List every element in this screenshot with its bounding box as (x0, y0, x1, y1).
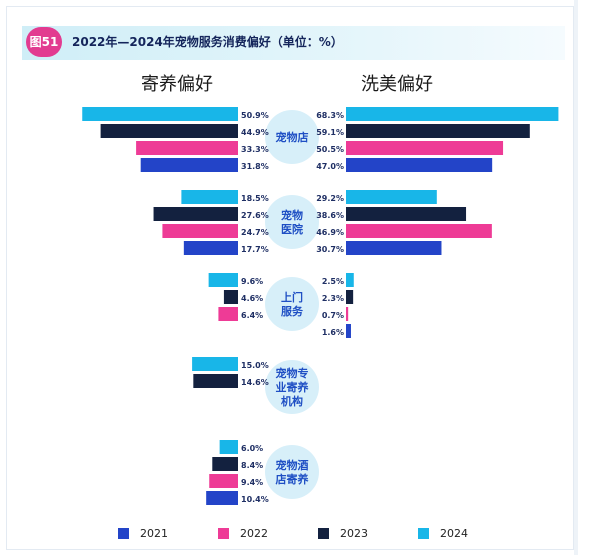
bar-right-2023 (346, 290, 354, 304)
value-label: 68.3% (316, 111, 344, 120)
value-label: 47.0% (316, 162, 344, 171)
value-label: 18.5% (241, 194, 269, 203)
value-label: 10.4% (241, 495, 269, 504)
category-circle (265, 360, 319, 414)
chart-legend: 2021 2022 2023 2024 (0, 520, 600, 548)
value-label: 59.1% (316, 128, 344, 137)
legend-swatch (218, 528, 229, 539)
category-label: 医院 (281, 222, 303, 236)
value-label: 6.4% (241, 311, 263, 320)
value-label: 29.2% (316, 194, 344, 203)
bar-left-2024 (82, 107, 238, 121)
figure-number-badge: 图51 (26, 27, 62, 57)
bar-right-2022 (346, 224, 492, 238)
value-label: 0.7% (322, 311, 344, 320)
category-circle (265, 445, 319, 499)
bar-left-2021 (206, 491, 238, 505)
value-label: 2.3% (322, 294, 344, 303)
bar-left-2023 (223, 290, 238, 304)
value-label: 50.5% (316, 145, 344, 154)
bar-right-2023 (346, 207, 467, 221)
bar-left-2023 (153, 207, 238, 221)
category-label: 业寄养 (276, 380, 310, 394)
bar-right-2022 (346, 307, 349, 321)
value-label: 38.6% (316, 211, 344, 220)
bar-left-2023 (100, 124, 238, 138)
category-label: 宠物酒 (276, 458, 309, 472)
value-label: 31.8% (241, 162, 269, 171)
bar-right-2024 (346, 273, 354, 287)
bar-right-2023 (346, 124, 530, 138)
legend-label: 2022 (240, 527, 268, 540)
category-label: 机构 (281, 394, 303, 408)
category-label: 宠物 (281, 208, 303, 222)
figure-frame (6, 6, 574, 550)
legend-label: 2023 (340, 527, 368, 540)
value-label: 14.6% (241, 378, 269, 387)
bar-left-2024 (181, 190, 238, 204)
category-label: 宠物店 (276, 130, 309, 144)
value-label: 2.5% (322, 277, 344, 286)
value-label: 8.4% (241, 461, 263, 470)
bar-left-2024 (208, 273, 238, 287)
bar-right-2021 (346, 158, 493, 172)
bar-left-2023 (193, 374, 238, 388)
bar-right-2024 (346, 190, 437, 204)
value-label: 46.9% (316, 228, 344, 237)
value-label: 33.3% (241, 145, 269, 154)
bar-left-2021 (183, 241, 238, 255)
value-label: 44.9% (241, 128, 269, 137)
category-circle (265, 277, 319, 331)
value-label: 6.0% (241, 444, 263, 453)
category-circle (265, 195, 319, 249)
bar-right-2021 (346, 324, 351, 338)
bar-left-2022 (218, 307, 238, 321)
bar-right-2022 (346, 141, 504, 155)
figure-title: 2022年—2024年宠物服务消费偏好（单位：%） (72, 35, 343, 49)
value-label: 27.6% (241, 211, 269, 220)
bar-right-2024 (346, 107, 559, 121)
bar-left-2021 (140, 158, 238, 172)
legend-swatch (118, 528, 129, 539)
legend-swatch (418, 528, 429, 539)
category-label: 上门 (281, 290, 303, 304)
value-label: 9.6% (241, 277, 263, 286)
bar-left-2022 (209, 474, 238, 488)
bar-left-2024 (192, 357, 238, 371)
value-label: 30.7% (316, 245, 344, 254)
category-label: 宠物专 (276, 366, 309, 380)
category-label: 服务 (281, 304, 304, 318)
page-edge-accent (574, 0, 578, 555)
category-label: 店寄养 (276, 472, 310, 486)
legend-label: 2021 (140, 527, 168, 540)
value-label: 1.6% (322, 328, 344, 337)
category-circle (265, 110, 319, 164)
legend-swatch (318, 528, 329, 539)
bar-left-2024 (219, 440, 238, 454)
bar-left-2023 (212, 457, 238, 471)
value-label: 15.0% (241, 361, 269, 370)
value-label: 50.9% (241, 111, 269, 120)
value-label: 4.6% (241, 294, 263, 303)
butterfly-bar-chart: 宠物店 50.9% 44.9% 33.3% 31.8% 68.3% 59.1% 50.5% 47… (82, 107, 559, 505)
bar-right-2021 (346, 241, 442, 255)
figure-title-bar (22, 26, 565, 60)
value-label: 17.7% (241, 245, 269, 254)
right-section-title: 洗美偏好 (361, 74, 433, 95)
bar-left-2022 (162, 224, 238, 238)
legend-label: 2024 (440, 527, 468, 540)
value-label: 9.4% (241, 478, 263, 487)
bar-left-2022 (136, 141, 238, 155)
value-label: 24.7% (241, 228, 269, 237)
left-section-title: 寄养偏好 (141, 74, 213, 95)
